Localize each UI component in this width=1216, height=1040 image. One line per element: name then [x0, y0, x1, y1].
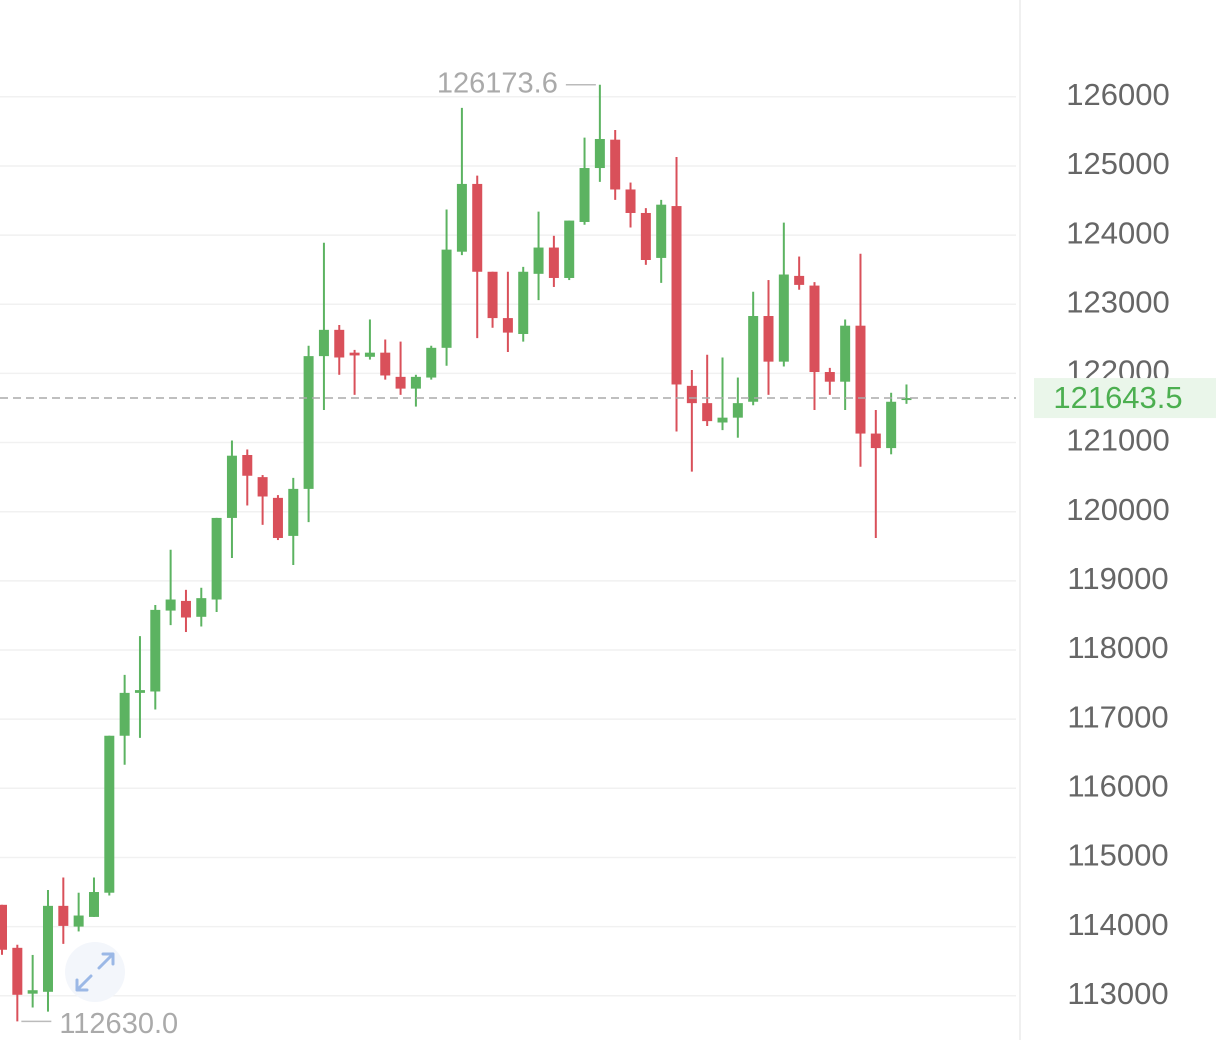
candle-body	[334, 329, 345, 358]
candle-body	[732, 403, 743, 418]
candle-body	[870, 433, 881, 449]
candle-body	[0, 904, 7, 950]
candle-body	[180, 600, 191, 618]
candle-body	[564, 220, 575, 278]
candle-body	[58, 905, 69, 926]
candle-body	[717, 417, 728, 423]
candle-body	[502, 318, 513, 333]
candle-body	[472, 183, 483, 272]
candle-body	[748, 316, 759, 402]
candle-body	[456, 183, 467, 252]
candle-body	[487, 271, 498, 319]
candle-body	[579, 168, 590, 222]
y-tick-label: 119000	[1067, 561, 1168, 596]
candle-body	[104, 735, 115, 893]
y-tick-label: 120000	[1066, 492, 1169, 527]
y-tick-label: 121000	[1066, 423, 1169, 458]
y-tick-label: 124000	[1066, 215, 1169, 250]
max-label: 126173.6	[437, 67, 558, 99]
y-tick-label: 114000	[1067, 907, 1168, 942]
min-label: 112630.0	[59, 1008, 178, 1040]
candle-body	[548, 247, 559, 278]
y-tick-label: 113000	[1067, 976, 1168, 1011]
candle-body	[364, 352, 375, 357]
y-tick-label: 115000	[1067, 838, 1168, 873]
candle-body	[12, 947, 23, 995]
candle-body	[134, 690, 145, 693]
candle-body	[824, 372, 835, 382]
candle-body	[441, 249, 452, 348]
candle-body	[165, 599, 176, 611]
candle-body	[380, 352, 391, 376]
candle-body	[88, 892, 99, 917]
candle-body	[303, 356, 314, 489]
candle-body	[610, 139, 621, 190]
y-tick-label: 123000	[1066, 284, 1169, 319]
candle-body	[395, 376, 406, 389]
candle-body	[42, 905, 53, 992]
candle-body	[886, 401, 897, 449]
candle-body	[119, 692, 130, 736]
candles	[0, 84, 912, 1022]
candle-body	[794, 275, 805, 285]
expand-button-bg	[65, 942, 125, 1002]
overlay: 126173.6 112630.0 121643.5	[0, 67, 1216, 1040]
candle-body	[778, 274, 789, 362]
candle-body	[840, 325, 851, 382]
candle-body	[242, 455, 253, 476]
candle-body	[288, 488, 299, 536]
candle-body	[625, 189, 636, 213]
candle-body	[226, 455, 237, 518]
y-tick-label: 117000	[1067, 699, 1168, 734]
y-tick-label: 118000	[1067, 630, 1168, 665]
candle-body	[763, 316, 774, 362]
candle-body	[533, 247, 544, 274]
last-price-label: 121643.5	[1053, 380, 1182, 415]
last-price-box	[1034, 378, 1216, 419]
candle-body	[656, 204, 667, 258]
candle-body	[640, 212, 651, 260]
candle-body	[410, 376, 421, 389]
candle-body	[809, 285, 820, 373]
candle-body	[426, 347, 437, 378]
candle-body	[671, 206, 682, 385]
candle-body	[257, 477, 268, 497]
candle-body	[349, 352, 360, 356]
candle-body	[686, 385, 697, 404]
expand-icon	[75, 952, 115, 992]
y-tick-label: 116000	[1067, 768, 1168, 803]
candle-body	[150, 609, 161, 692]
y-tick-label: 125000	[1066, 146, 1169, 181]
candle-body	[272, 497, 283, 538]
candle-body	[594, 138, 605, 169]
candle-body	[211, 517, 222, 600]
candle-body	[901, 398, 912, 401]
candle-body	[27, 990, 38, 994]
candle-body	[702, 403, 713, 422]
candle-body	[73, 915, 84, 927]
candle-body	[196, 598, 207, 617]
candle-body	[518, 271, 529, 334]
candle-body	[855, 325, 866, 434]
y-tick-label: 126000	[1066, 77, 1169, 112]
candle-body	[318, 329, 329, 357]
expand-button[interactable]	[65, 942, 125, 1002]
